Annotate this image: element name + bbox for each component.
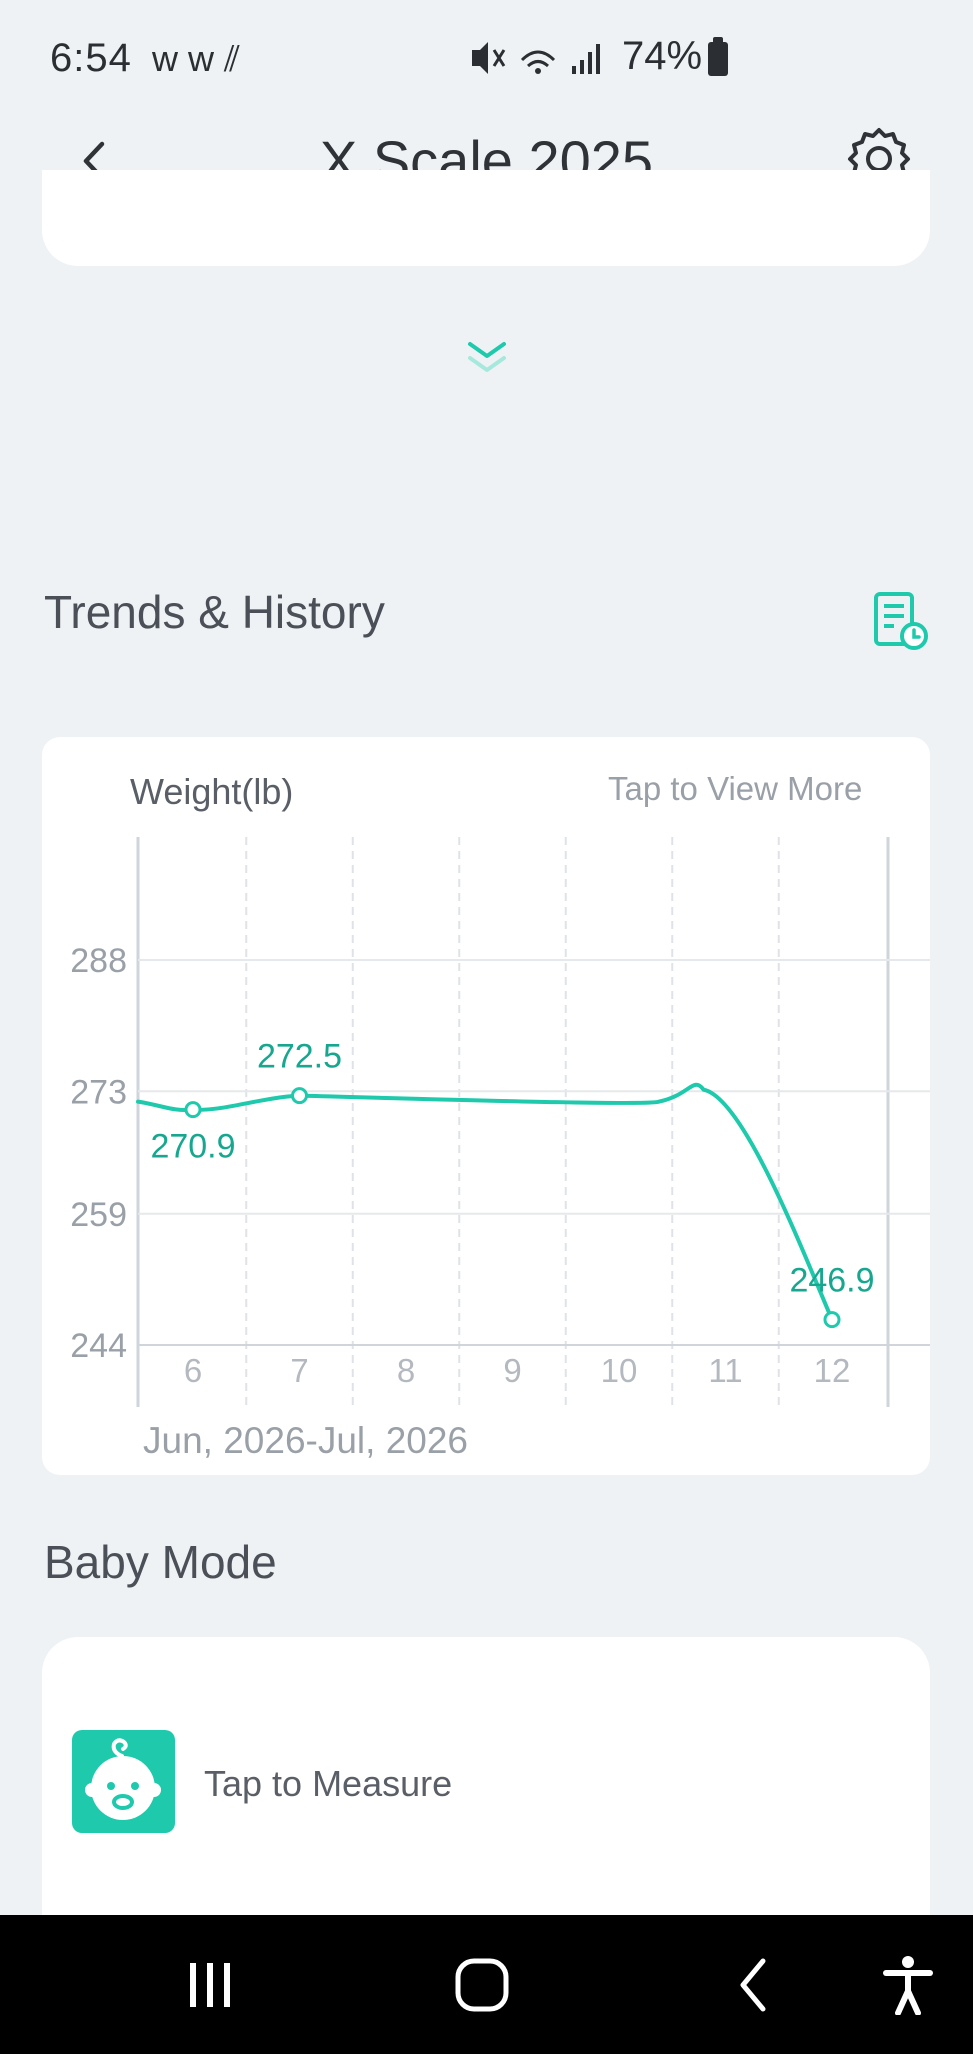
data-points: 270.9 272.5 246.9 — [150, 1038, 875, 1329]
weight-trend-line — [136, 1082, 834, 1322]
view-more-link[interactable]: Tap to View More — [608, 770, 863, 807]
data-point-label: 246.9 — [789, 1262, 874, 1300]
recents-button[interactable] — [170, 1955, 250, 2015]
data-point-marker — [184, 1101, 202, 1119]
status-bar: 6:54 w w ⫽ 74% — [0, 0, 973, 110]
home-button[interactable] — [442, 1955, 522, 2015]
baby-face-icon — [72, 1730, 175, 1833]
back-icon — [740, 1958, 766, 2012]
chart-grid — [136, 837, 930, 1407]
battery-icon — [708, 37, 728, 76]
expand-button[interactable] — [462, 338, 512, 382]
data-point-label: 272.5 — [257, 1038, 342, 1076]
system-nav-bar — [0, 1915, 973, 2054]
history-report-icon — [874, 592, 928, 650]
battery-percent: 74% — [622, 34, 703, 78]
x-tick-label: 6 — [184, 1352, 202, 1389]
status-notification-icons: w w ⫽ — [152, 38, 241, 79]
data-point-marker — [823, 1311, 841, 1329]
double-chevron-down-icon — [468, 342, 506, 372]
x-tick-label: 10 — [601, 1352, 638, 1389]
accessibility-button[interactable] — [868, 1955, 948, 2016]
x-tick-label: 9 — [503, 1352, 521, 1389]
history-button[interactable] — [872, 590, 930, 652]
weight-line-chart[interactable]: 244 259 273 288 6 7 8 9 10 11 12 270.9 272.5 246.9 — [42, 737, 930, 1475]
signal-icons — [472, 42, 600, 74]
y-tick-label: 259 — [70, 1196, 127, 1234]
status-system-icons — [470, 38, 610, 86]
status-time: 6:54 — [50, 36, 132, 80]
home-icon — [455, 1958, 509, 2012]
x-axis-ticks: 6 7 8 9 10 11 12 — [184, 1352, 851, 1389]
y-tick-label: 288 — [70, 942, 127, 980]
x-tick-label: 7 — [290, 1352, 308, 1389]
recents-icon — [190, 1963, 230, 2007]
x-tick-label: 8 — [397, 1352, 415, 1389]
chart-metric-label: Weight(lb) — [130, 771, 294, 812]
y-axis-ticks: 244 259 273 288 — [70, 942, 127, 1365]
x-tick-label: 11 — [708, 1352, 742, 1389]
baby-mode-title: Baby Mode — [44, 1536, 277, 1588]
y-tick-label: 273 — [70, 1073, 127, 1111]
nav-back-button[interactable] — [715, 1955, 795, 2015]
data-point-marker — [291, 1087, 308, 1105]
data-point-label: 270.9 — [150, 1128, 235, 1166]
tap-to-measure-label[interactable]: Tap to Measure — [204, 1763, 453, 1804]
trends-section-title: Trends & History — [44, 586, 385, 638]
summary-card — [42, 170, 930, 266]
x-tick-label: 12 — [814, 1352, 851, 1389]
baby-mode-card[interactable] — [42, 1637, 930, 1917]
chart-period-label: Jun, 2026-Jul, 2026 — [143, 1420, 469, 1461]
y-tick-label: 244 — [70, 1327, 127, 1365]
accessibility-icon — [883, 1956, 933, 2016]
